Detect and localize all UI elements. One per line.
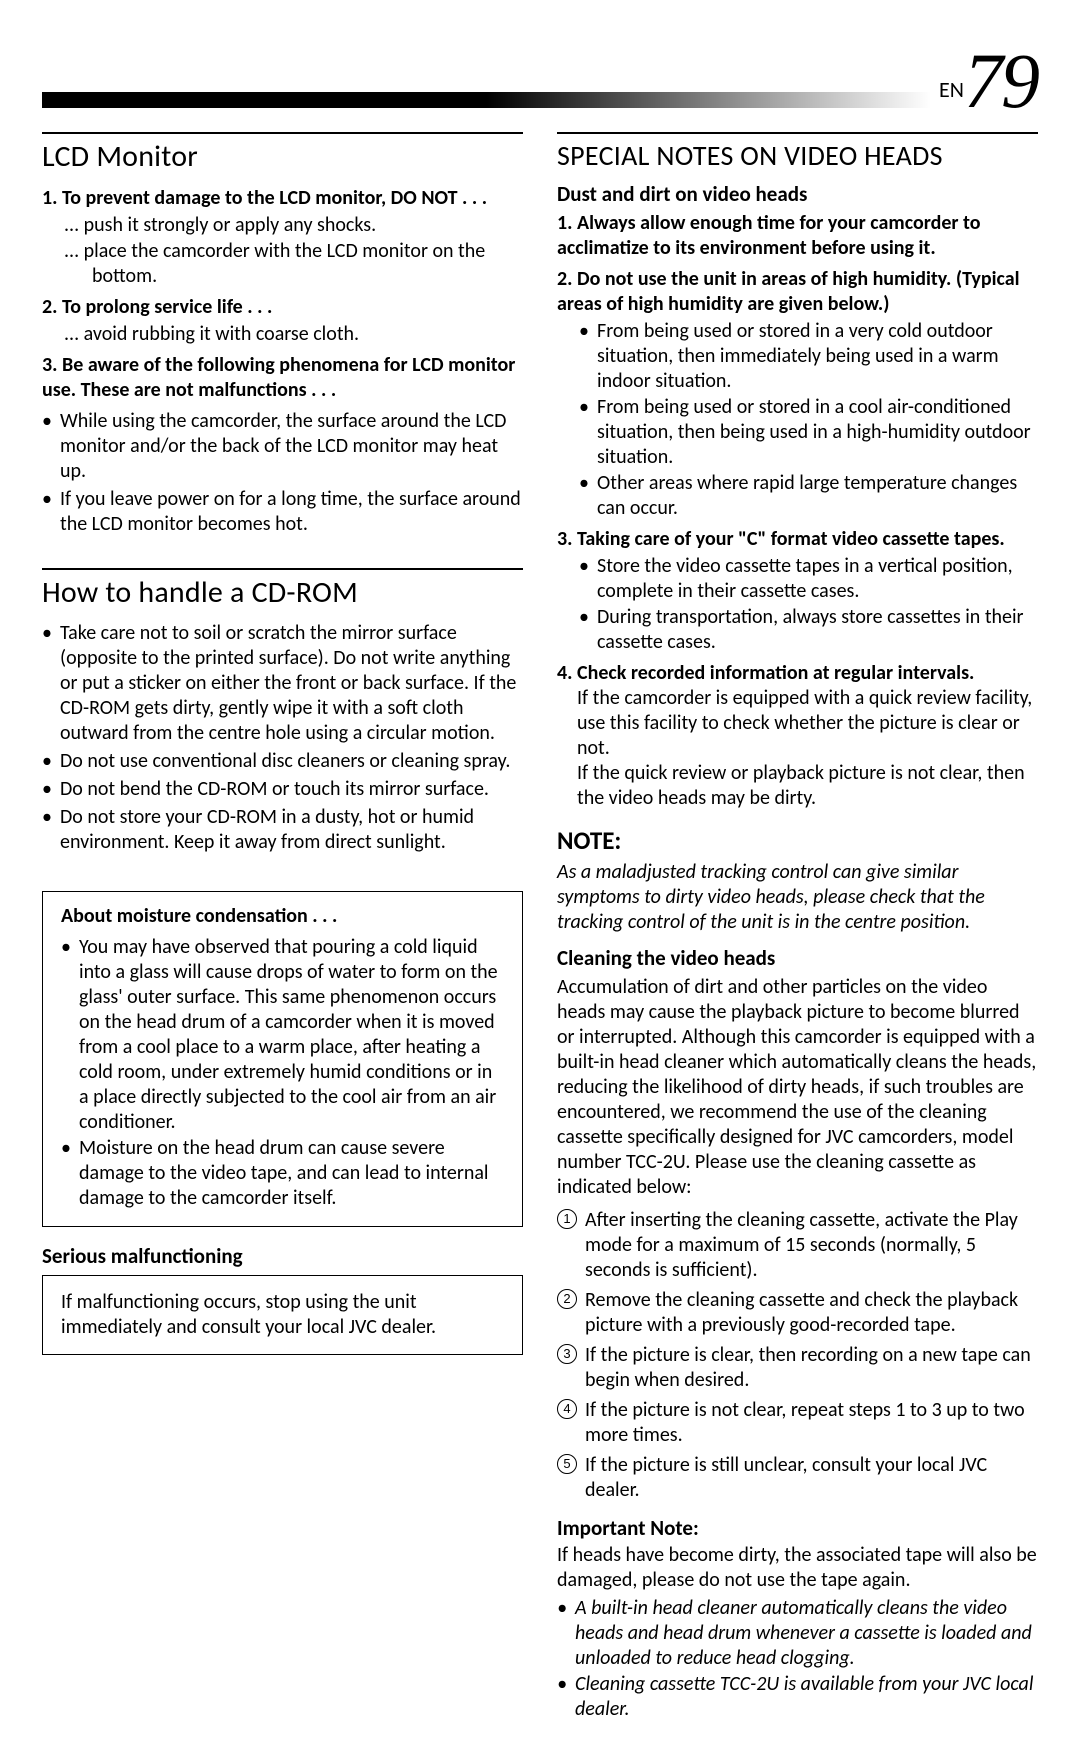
- serious-title: Serious malfunctioning: [42, 1243, 523, 1269]
- sp3-s1: During transportation, always store cass…: [579, 605, 1038, 655]
- title: Be aware of the following phenomena for …: [42, 353, 515, 402]
- cdrom-b2: Do not bend the CD-ROM or touch its mirr…: [42, 777, 523, 802]
- title: Check recorded information at regular in…: [577, 661, 974, 685]
- lcd2-sub-0: ... avoid rubbing it with coarse cloth.: [64, 322, 523, 347]
- sp2-s2: Other areas where rapid large temperatur…: [579, 471, 1038, 521]
- sp-4: 4. Check recorded information at regular…: [557, 661, 1038, 811]
- title: To prevent damage to the LCD monitor, DO…: [62, 186, 487, 210]
- moisture-title: About moisture condensation . . .: [61, 904, 504, 929]
- serious-body: If malfunctioning occurs, stop using the…: [61, 1290, 436, 1339]
- step1-text: After inserting the cleaning cassette, a…: [585, 1208, 1018, 1282]
- cdrom-b1: Do not use conventional disc cleaners or…: [42, 749, 523, 774]
- sp2-s1: From being used or stored in a cool air-…: [579, 395, 1038, 470]
- lcd1-sub: ... push it strongly or apply any shocks…: [64, 213, 523, 289]
- circled-number-icon: 5: [557, 1454, 577, 1474]
- imp-b0: A built-in head cleaner automatically cl…: [557, 1596, 1038, 1671]
- step5-text: If the picture is still unclear, consult…: [585, 1453, 987, 1502]
- step2-text: Remove the cleaning cassette and check t…: [585, 1288, 1018, 1337]
- important-heading: Important Note:: [557, 1515, 1038, 1541]
- cdrom-heading: How to handle a CD-ROM: [42, 574, 523, 612]
- serious-box: If malfunctioning occurs, stop using the…: [42, 1275, 523, 1355]
- title: Always allow enough time for your camcor…: [557, 211, 981, 260]
- sp-2: 2. Do not use the unit in areas of high …: [557, 267, 1038, 521]
- right-column: SPECIAL NOTES ON VIDEO HEADS Dust and di…: [557, 126, 1038, 1723]
- special-heading: SPECIAL NOTES ON VIDEO HEADS: [557, 138, 1038, 173]
- lcd1-sub-0: ... push it strongly or apply any shocks…: [64, 213, 523, 238]
- step3-text: If the picture is clear, then recording …: [585, 1343, 1031, 1392]
- page: EN79 LCD Monitor 1. To prevent damage to…: [0, 0, 1080, 1763]
- moist-b1: Moisture on the head drum can cause seve…: [61, 1136, 504, 1211]
- sp2-sub: From being used or stored in a very cold…: [579, 319, 1038, 521]
- step-5: 5 If the picture is still unclear, consul…: [557, 1453, 1038, 1503]
- sp2-s0: From being used or stored in a very cold…: [579, 319, 1038, 394]
- lcd2-sub: ... avoid rubbing it with coarse cloth.: [64, 322, 523, 347]
- two-column-layout: LCD Monitor 1. To prevent damage to the …: [42, 126, 1038, 1723]
- lcd-item-1: 1. To prevent damage to the LCD monitor,…: [42, 186, 523, 289]
- lcd-list: 1. To prevent damage to the LCD monitor,…: [42, 186, 523, 403]
- sp3-sub: Store the video cassette tapes in a vert…: [579, 554, 1038, 655]
- sp4-body1: If the quick review or playback picture …: [577, 761, 1038, 811]
- circled-number-icon: 4: [557, 1399, 577, 1419]
- sp3-s0: Store the video cassette tapes in a vert…: [579, 554, 1038, 604]
- header-bar-row: EN79: [42, 42, 1038, 120]
- sp4-body0: If the camcorder is equipped with a quic…: [577, 686, 1038, 761]
- rule: [557, 132, 1038, 134]
- lcd-item-3: 3. Be aware of the following phenomena f…: [42, 353, 523, 403]
- step-2: 2 Remove the cleaning cassette and check …: [557, 1288, 1038, 1338]
- circled-number-icon: 1: [557, 1209, 577, 1229]
- moisture-bullets: You may have observed that pouring a col…: [61, 935, 504, 1211]
- cleaning-steps: 1 After inserting the cleaning cassette, …: [557, 1208, 1038, 1503]
- special-list: 1. Always allow enough time for your cam…: [557, 211, 1038, 811]
- step4-text: If the picture is not clear, repeat step…: [585, 1398, 1025, 1447]
- circled-number-icon: 3: [557, 1344, 577, 1364]
- circled-number-icon: 2: [557, 1289, 577, 1309]
- imp-b1: Cleaning cassette TCC-2U is available fr…: [557, 1672, 1038, 1722]
- note-heading: NOTE:: [557, 825, 1038, 856]
- sp-3: 3. Taking care of your "C" format video …: [557, 527, 1038, 655]
- rule: [42, 568, 523, 570]
- num: 4.: [557, 661, 572, 685]
- lcd1-sub-1: ... place the camcorder with the LCD mon…: [64, 239, 523, 289]
- num: 3.: [557, 527, 572, 551]
- left-column: LCD Monitor 1. To prevent damage to the …: [42, 126, 523, 1723]
- moist-b0: You may have observed that pouring a col…: [61, 935, 504, 1135]
- title: Do not use the unit in areas of high hum…: [557, 267, 1020, 316]
- important-bullets: A built-in head cleaner automatically cl…: [557, 1596, 1038, 1722]
- num: 1.: [557, 211, 572, 235]
- cleaning-heading: Cleaning the video heads: [557, 945, 1038, 971]
- lcd-heading: LCD Monitor: [42, 138, 523, 176]
- step-3: 3 If the picture is clear, then recording…: [557, 1343, 1038, 1393]
- important-body: If heads have become dirty, the associat…: [557, 1543, 1038, 1593]
- lcd3-b1: If you leave power on for a long time, t…: [42, 487, 523, 537]
- lcd3-b0: While using the camcorder, the surface a…: [42, 409, 523, 484]
- note-body: As a maladjusted tracking control can gi…: [557, 860, 1038, 935]
- num: 3.: [42, 353, 57, 377]
- page-en-label: EN: [939, 76, 964, 103]
- cdrom-bullets: Take care not to soil or scratch the mir…: [42, 621, 523, 855]
- moisture-box: About moisture condensation . . . You ma…: [42, 891, 523, 1227]
- special-sub: Dust and dirt on video heads: [557, 181, 1038, 207]
- title: Taking care of your "C" format video cas…: [577, 527, 1005, 551]
- cdrom-b0: Take care not to soil or scratch the mir…: [42, 621, 523, 746]
- lcd-item-2: 2. To prolong service life . . . ... avo…: [42, 295, 523, 347]
- step-1: 1 After inserting the cleaning cassette, …: [557, 1208, 1038, 1283]
- lcd3-bullets: While using the camcorder, the surface a…: [42, 409, 523, 537]
- sp-1: 1. Always allow enough time for your cam…: [557, 211, 1038, 261]
- num: 2.: [42, 295, 57, 319]
- num: 2.: [557, 267, 572, 291]
- page-number-wrap: EN79: [939, 42, 1038, 120]
- cleaning-body: Accumulation of dirt and other particles…: [557, 975, 1038, 1200]
- rule: [42, 132, 523, 134]
- header-gradient-bar: [42, 92, 931, 108]
- cdrom-b3: Do not store your CD-ROM in a dusty, hot…: [42, 805, 523, 855]
- page-number: 79: [964, 37, 1038, 124]
- step-4: 4 If the picture is not clear, repeat ste…: [557, 1398, 1038, 1448]
- num: 1.: [42, 186, 57, 210]
- title: To prolong service life . . .: [62, 295, 272, 319]
